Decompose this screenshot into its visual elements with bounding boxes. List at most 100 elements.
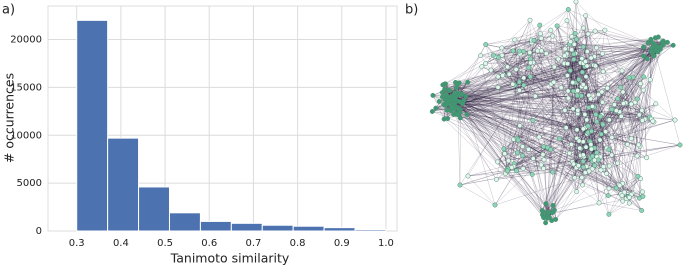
node: [549, 218, 555, 224]
edge: [513, 79, 580, 167]
node: [563, 125, 569, 131]
node: [571, 41, 577, 47]
edge: [511, 55, 654, 168]
edge: [572, 59, 575, 83]
edge: [564, 53, 603, 111]
edge: [452, 102, 643, 121]
edge: [600, 116, 638, 157]
edge: [517, 113, 578, 139]
edge: [569, 44, 574, 109]
edge: [560, 65, 594, 88]
edge: [611, 79, 651, 110]
edge: [504, 153, 623, 202]
node: [499, 45, 505, 51]
edge: [455, 82, 642, 111]
edge: [556, 25, 568, 76]
edge: [522, 120, 534, 147]
edge: [519, 125, 533, 175]
edge: [496, 20, 531, 180]
node: [611, 102, 617, 108]
edge: [516, 138, 544, 155]
edge: [641, 103, 656, 111]
edge: [581, 76, 644, 97]
edge: [529, 52, 592, 150]
edge: [466, 114, 518, 153]
edge: [576, 39, 604, 72]
edge: [606, 149, 610, 174]
edge: [573, 54, 584, 155]
edge: [480, 39, 532, 56]
edge: [585, 120, 653, 148]
edge: [455, 92, 645, 120]
edge: [541, 38, 630, 78]
edge: [583, 46, 625, 194]
edge: [575, 53, 590, 108]
node: [510, 81, 516, 87]
edge: [591, 130, 632, 139]
edge: [439, 101, 577, 139]
edge: [619, 111, 640, 116]
edge: [566, 55, 655, 128]
edge: [585, 87, 598, 153]
node: [655, 49, 661, 55]
edge: [621, 116, 653, 122]
edge: [531, 42, 581, 149]
node: [571, 51, 577, 57]
node: [640, 193, 646, 199]
node: [598, 167, 604, 173]
edge: [508, 94, 599, 162]
node: [509, 165, 515, 170]
edge: [630, 194, 642, 211]
edge: [454, 76, 634, 103]
edge: [596, 103, 632, 122]
edge: [451, 104, 552, 221]
edge: [505, 168, 544, 174]
edge: [584, 47, 655, 63]
edge: [515, 69, 572, 145]
edge: [539, 25, 573, 162]
node: [550, 33, 556, 39]
edge: [611, 42, 668, 138]
edge: [522, 120, 534, 156]
node: [488, 67, 494, 73]
edge: [622, 48, 658, 202]
edge: [627, 76, 645, 145]
node: [653, 101, 659, 107]
edge: [463, 100, 603, 125]
edge: [453, 104, 681, 146]
y-tick-label: 20000: [10, 35, 42, 46]
edge: [459, 184, 496, 206]
edge: [547, 65, 596, 148]
node: [644, 155, 650, 161]
edge: [519, 50, 565, 56]
edge: [432, 95, 640, 147]
edge: [531, 39, 654, 51]
edge: [621, 70, 643, 111]
edge: [511, 164, 542, 168]
edge: [459, 75, 568, 102]
edge: [541, 164, 617, 189]
edge: [515, 69, 551, 150]
x-tick-label: 0.7: [245, 238, 261, 249]
edge: [513, 76, 531, 140]
panel-label: b): [405, 3, 418, 18]
edge: [589, 141, 618, 164]
edge: [517, 139, 544, 155]
node: [600, 122, 606, 128]
node: [589, 128, 594, 134]
node: [598, 131, 604, 137]
edge: [502, 50, 520, 76]
edge: [602, 124, 604, 167]
node: [628, 135, 634, 141]
edge: [452, 95, 533, 175]
x-tick-label: 0.4: [113, 238, 129, 249]
edge: [432, 95, 625, 194]
edge: [448, 89, 597, 122]
node: [574, 127, 580, 133]
edge: [466, 114, 625, 193]
node: [527, 74, 533, 80]
node: [550, 210, 556, 216]
node: [582, 170, 588, 176]
edge: [547, 76, 587, 148]
edge: [596, 120, 643, 122]
